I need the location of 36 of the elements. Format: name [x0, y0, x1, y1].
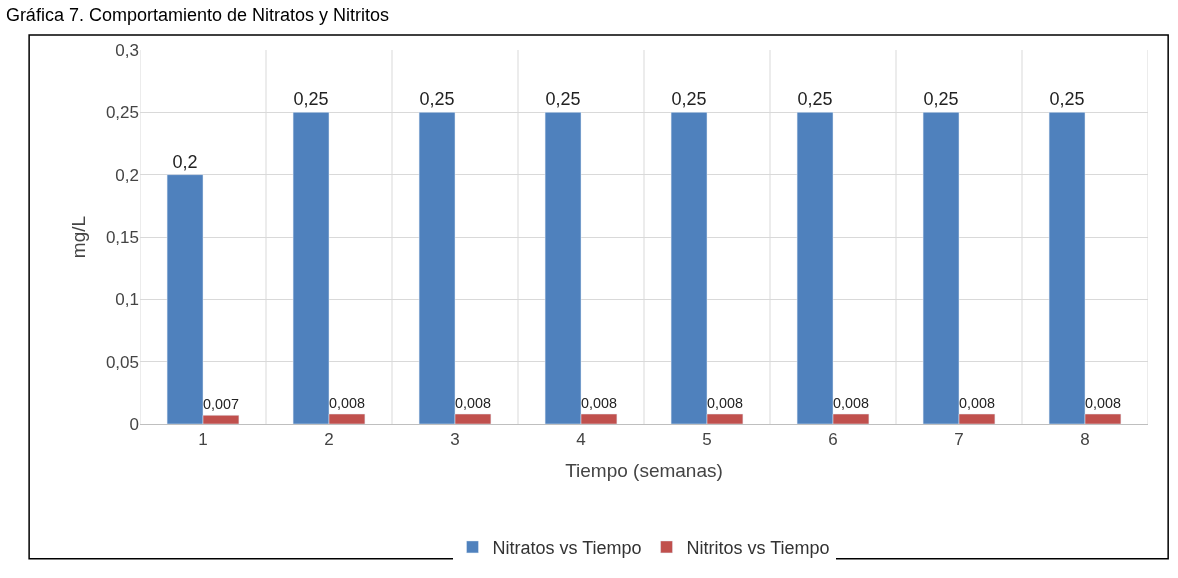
x-axis-title: Tiempo (semanas)	[565, 460, 723, 482]
x-tick-label: 3	[450, 430, 460, 450]
data-label: 0,008	[707, 394, 743, 411]
data-label: 0,008	[329, 394, 365, 411]
data-label: 0,008	[1085, 394, 1121, 411]
data-label: 0,008	[455, 394, 491, 411]
data-label: 0,25	[1049, 89, 1085, 110]
x-tick-label: 6	[828, 430, 838, 450]
data-label: 0,008	[959, 394, 995, 411]
y-tick-label: 0,2	[115, 165, 139, 185]
x-tick-label: 5	[702, 430, 712, 450]
x-tick-label: 4	[576, 430, 586, 450]
data-label: 0,25	[671, 89, 707, 110]
data-label: 0,25	[545, 89, 581, 110]
y-tick-label: 0,15	[105, 227, 139, 247]
y-axis-title: mg/L	[67, 215, 89, 259]
y-tick-label: 0	[129, 414, 139, 434]
data-label: 0,008	[581, 394, 617, 411]
chart-title: Gráfica 7. Comportamiento de Nitratos y Nitritos	[5, 5, 390, 26]
y-tick-label: 0,05	[105, 352, 139, 372]
legend-label: Nitritos vs Tiempo	[686, 537, 830, 558]
data-label: 0,007	[203, 396, 239, 413]
x-tick-label: 7	[954, 430, 964, 450]
x-tick-label: 8	[1080, 430, 1090, 450]
data-label: 0,25	[293, 89, 329, 110]
x-tick-label: 2	[324, 430, 334, 450]
y-tick-label: 0,25	[105, 103, 139, 123]
data-label: 0,25	[797, 89, 833, 110]
legend-label: Nitratos vs Tiempo	[492, 537, 642, 558]
y-tick-label: 0,1	[115, 290, 139, 310]
data-label: 0,2	[172, 151, 198, 172]
y-tick-label: 0,3	[115, 40, 139, 60]
data-label: 0,25	[923, 89, 959, 110]
data-label: 0,25	[419, 89, 455, 110]
x-tick-label: 1	[198, 430, 208, 450]
data-label: 0,008	[833, 394, 869, 411]
